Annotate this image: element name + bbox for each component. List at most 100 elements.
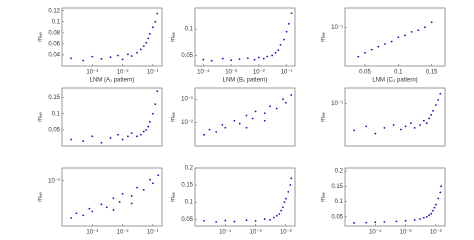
point [136, 186, 138, 189]
point [383, 126, 386, 129]
point [269, 218, 271, 221]
point [284, 197, 287, 200]
point [434, 203, 437, 206]
point [283, 201, 286, 204]
point [151, 112, 154, 115]
axes-frame [194, 7, 296, 67]
point [383, 221, 386, 223]
point [422, 216, 425, 219]
point [121, 193, 124, 195]
x-tick-label: 10⁻⁴ [219, 229, 232, 236]
point [253, 58, 256, 61]
point [404, 219, 407, 222]
point [147, 37, 150, 40]
point [142, 130, 145, 133]
point [142, 189, 145, 191]
axes-frame [344, 87, 446, 147]
point [130, 194, 133, 197]
point [432, 109, 434, 112]
point [410, 122, 412, 125]
x-tick-label: 10⁻³ [86, 230, 98, 236]
point [215, 131, 218, 133]
point [285, 30, 288, 33]
point [139, 48, 142, 51]
y-axis-label: mₑₑ [321, 32, 327, 42]
point [202, 58, 205, 61]
point [290, 177, 293, 180]
point [203, 219, 206, 222]
x-tick-label: 10⁻¹ [147, 70, 159, 76]
point [145, 128, 148, 131]
point [154, 20, 157, 23]
point [279, 44, 282, 46]
point [439, 92, 442, 95]
x-tick-label: 10⁻³ [225, 70, 237, 76]
point [121, 138, 124, 141]
point [147, 125, 150, 128]
point [91, 135, 94, 138]
x-tick-label: 10⁻⁴ [197, 69, 210, 76]
y-tick-label: 0.04 [48, 53, 60, 59]
point [437, 197, 440, 200]
x-axis-label: LNM (A₁ pattern) [90, 78, 135, 84]
point [275, 107, 278, 110]
point [130, 55, 133, 57]
point [100, 57, 103, 60]
y-tick-label: 10⁻² [181, 120, 193, 126]
point [433, 206, 436, 209]
point [254, 110, 257, 113]
point [88, 207, 91, 210]
point [142, 45, 145, 48]
axes-frame [61, 7, 163, 67]
point [233, 119, 236, 122]
point [430, 212, 433, 215]
point [395, 220, 398, 223]
y-axis-label: mₑₑ [171, 112, 177, 122]
point [70, 57, 73, 60]
point [390, 40, 393, 43]
point [127, 53, 129, 56]
y-tick-label: 0.05 [331, 214, 343, 220]
x-tick-label: 10⁻¹ [281, 70, 293, 76]
y-tick-label: 0.05 [181, 217, 193, 223]
point [275, 214, 278, 217]
x-tick-label: 10⁻² [280, 230, 292, 236]
y-tick-label: 0.05 [181, 53, 193, 59]
point [116, 133, 119, 136]
point [70, 138, 73, 141]
point [404, 125, 407, 128]
point [136, 51, 138, 54]
point [238, 58, 241, 61]
point [130, 202, 133, 205]
point [290, 94, 293, 96]
x-tick-label: 10⁻³ [400, 230, 412, 236]
x-tick-label: 10⁻³ [250, 230, 262, 236]
point [215, 221, 218, 223]
point [245, 114, 248, 117]
point [392, 124, 395, 126]
point [251, 117, 254, 120]
y-tick-label: 0.06 [48, 41, 60, 47]
x-tick-label: 10⁻⁴ [369, 229, 382, 236]
y-axis-label: mₑₑ [38, 32, 44, 42]
point [149, 33, 151, 35]
point [364, 51, 366, 54]
point [91, 55, 94, 58]
point [139, 133, 142, 136]
y-tick-label: 0.15 [48, 95, 60, 101]
axes-frame [194, 167, 296, 227]
point [419, 124, 421, 126]
point [210, 59, 213, 62]
axes-frame [194, 87, 296, 147]
x-tick-label: 0.15 [426, 70, 438, 76]
point [282, 206, 284, 209]
point [149, 178, 151, 181]
point [91, 210, 94, 213]
point [353, 129, 356, 132]
y-tick-label: 10⁻¹ [331, 25, 343, 31]
point [357, 55, 360, 58]
point [151, 182, 154, 185]
point [439, 191, 442, 194]
point [428, 117, 431, 120]
